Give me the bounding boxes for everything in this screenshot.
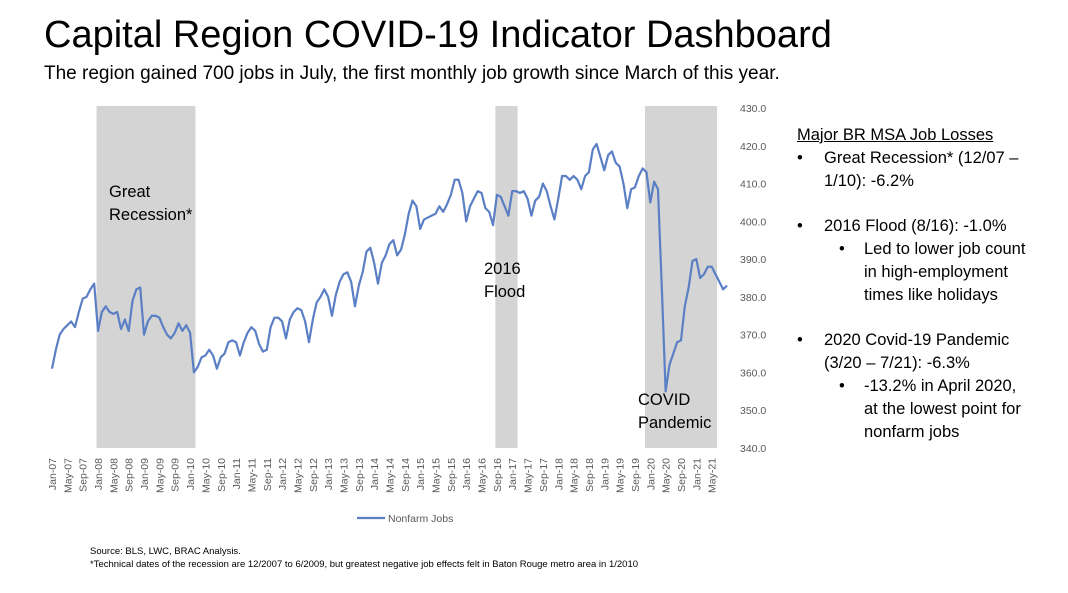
x-tick-label: Jan-07 [47,458,59,490]
shaded-period-label: Great [109,183,151,201]
y-tick-label: 390.0 [740,254,766,266]
shaded-period-0 [96,106,196,448]
bullet-great-recession: Great Recession* (12/07 – 1/10): -6.2% [797,147,1062,193]
x-tick-label: May-21 [707,458,719,493]
x-tick-label: Jan-16 [461,458,473,490]
x-tick-label: Sep-19 [630,458,642,492]
job-losses-panel: Major BR MSA Job Losses Great Recession*… [797,124,1062,444]
y-tick-label: 370.0 [740,330,766,342]
x-tick-label: Sep-15 [446,458,458,492]
y-tick-label: 340.0 [740,443,766,455]
x-tick-label: May-09 [154,458,166,493]
bullet-covid-pandemic: 2020 Covid-19 Pandemic (3/20 – 7/21): -6… [797,329,1062,375]
recession-note: *Technical dates of the recession are 12… [90,559,639,570]
x-tick-label: May-17 [523,458,535,493]
x-tick-label: Jan-13 [323,458,335,490]
y-tick-label: 430.0 [740,103,766,115]
x-tick-label: May-15 [431,458,443,493]
shaded-period-label: 2016 [484,260,521,278]
legend-label: Nonfarm Jobs [388,513,453,525]
x-tick-label: May-11 [246,458,258,492]
shaded-period-label: Flood [484,283,525,301]
x-tick-label: Jan-10 [185,458,197,490]
x-tick-label: Jan-17 [507,458,519,490]
y-tick-label: 410.0 [740,179,766,191]
x-tick-label: Jan-09 [139,458,151,490]
page-title: Capital Region COVID-19 Indicator Dashbo… [44,14,832,56]
x-tick-label: May-10 [200,458,212,493]
x-tick-label: May-18 [569,458,581,493]
series-line-nonfarm-jobs [50,142,728,393]
x-tick-label: Jan-08 [93,458,105,490]
x-tick-label: Sep-14 [400,458,412,492]
x-tick-label: May-20 [661,458,673,493]
x-tick-label: Jan-14 [369,458,381,490]
x-tick-label: Sep-13 [354,458,366,492]
x-tick-label: Sep-12 [308,458,320,492]
x-tick-label: Sep-07 [78,458,90,492]
x-tick-label: May-14 [385,458,397,493]
shaded-period-label: COVID [638,391,690,409]
x-tick-label: Sep-08 [124,458,136,492]
job-losses-heading: Major BR MSA Job Losses [797,126,994,144]
bullet-2016-flood: 2016 Flood (8/16): -1.0% [797,215,1062,238]
sub-bullet-covid: -13.2% in April 2020, at the lowest poin… [797,375,1062,444]
source-note: Source: BLS, LWC, BRAC Analysis. [90,546,241,557]
x-tick-label: May-08 [108,458,120,493]
x-tick-label: Sep-09 [170,458,182,492]
x-tick-label: Sep-10 [216,458,228,492]
x-tick-label: Jan-20 [645,458,657,490]
footer: Source: BLS, LWC, BRAC Analysis. *Techni… [90,545,638,571]
x-tick-label: Jan-21 [691,458,703,490]
sub-bullet-flood: Led to lower job count in high-employmen… [797,238,1062,307]
shaded-period-2 [644,106,717,448]
x-tick-label: Jan-11 [231,458,243,489]
x-tick-label: Jan-19 [599,458,611,490]
y-tick-label: 360.0 [740,367,766,379]
y-tick-label: 420.0 [740,141,766,153]
x-tick-label: Sep-17 [538,458,550,492]
y-tick-label: 400.0 [740,216,766,228]
x-tick-label: Sep-11 [262,458,274,491]
x-tick-label: Sep-18 [584,458,596,492]
x-tick-label: May-13 [338,458,350,493]
y-tick-label: 350.0 [740,405,766,417]
x-tick-label: May-07 [62,458,74,493]
x-tick-label: Jan-18 [553,458,565,490]
x-tick-label: Jan-15 [415,458,427,490]
x-tick-label: May-19 [615,458,627,493]
x-tick-label: Jan-12 [277,458,289,490]
y-tick-label: 380.0 [740,292,766,304]
x-tick-label: May-16 [477,458,489,493]
shaded-period-label: Pandemic [638,414,711,432]
shaded-period-label: Recession* [109,206,193,224]
x-tick-label: May-12 [292,458,304,493]
x-tick-label: Sep-20 [676,458,688,492]
x-tick-label: Sep-16 [492,458,504,492]
page-subtitle: The region gained 700 jobs in July, the … [44,63,780,84]
